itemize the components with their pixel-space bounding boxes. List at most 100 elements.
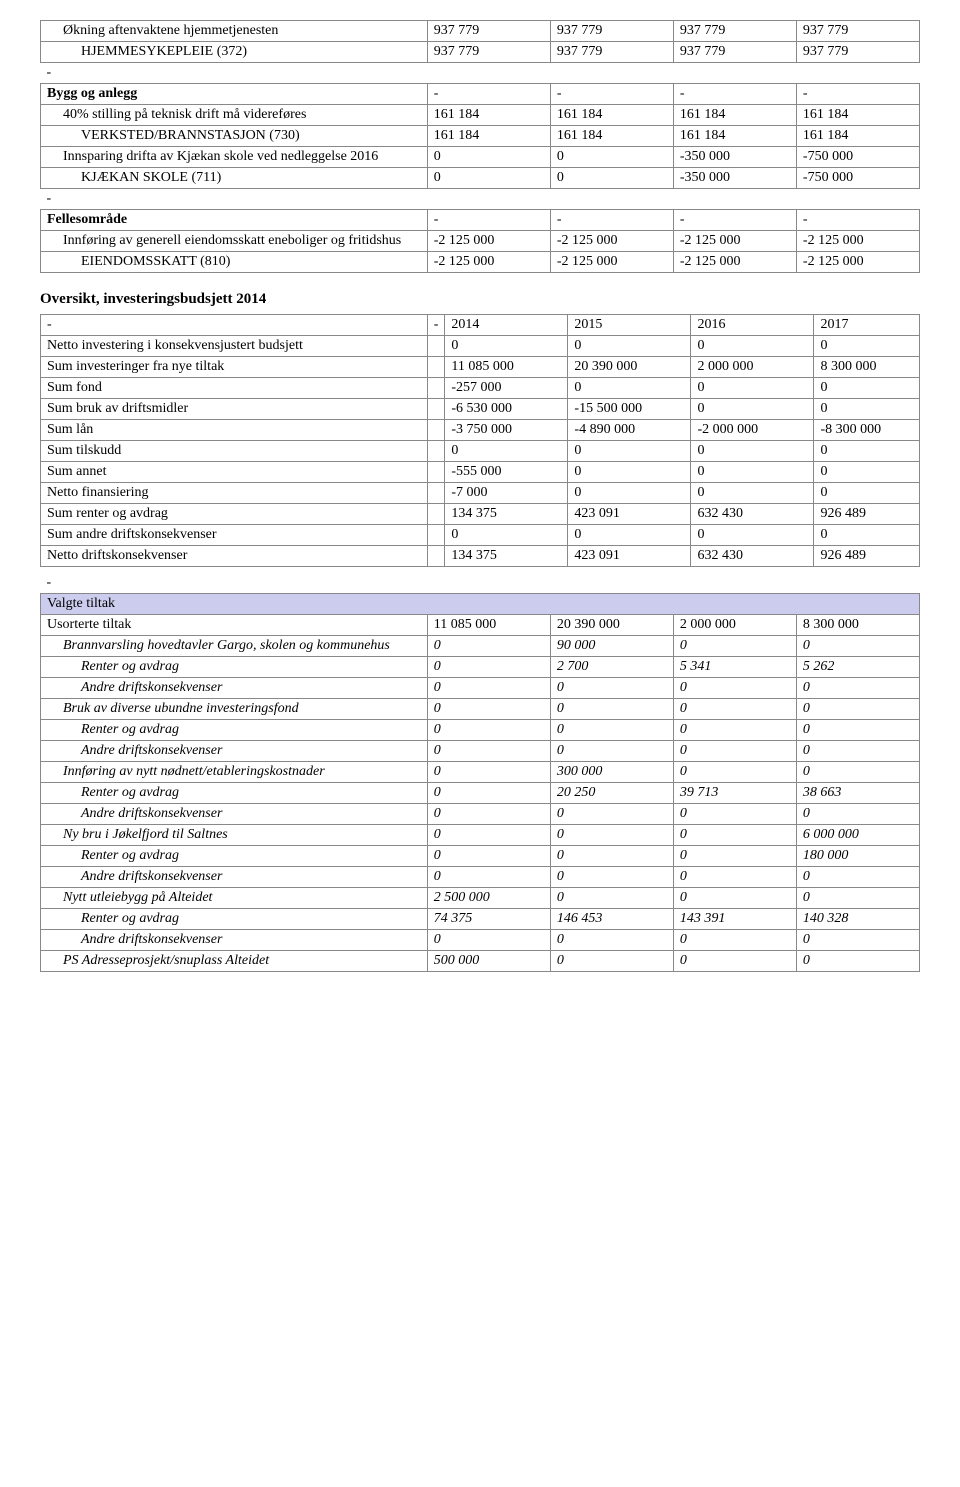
value-cell: - bbox=[550, 210, 673, 231]
value-cell: 0 bbox=[796, 762, 919, 783]
row-label: Andre driftskonsekvenser bbox=[41, 804, 428, 825]
value-cell: 2 000 000 bbox=[691, 357, 814, 378]
selected-measures-table: -Valgte tiltakUsorterte tiltak11 085 000… bbox=[40, 573, 920, 972]
value-cell: 90 000 bbox=[550, 636, 673, 657]
row-label: Renter og avdrag bbox=[41, 846, 428, 867]
gap-cell bbox=[427, 420, 445, 441]
table-row: Økning aftenvaktene hjemmetjenesten937 7… bbox=[41, 21, 920, 42]
value-cell: 161 184 bbox=[550, 105, 673, 126]
value-cell: 0 bbox=[814, 378, 920, 399]
value-cell: -2 125 000 bbox=[427, 252, 550, 273]
table-row: Sum investeringer fra nye tiltak 11 085 0… bbox=[41, 357, 920, 378]
value-cell: 0 bbox=[550, 804, 673, 825]
value-cell: 0 bbox=[445, 525, 568, 546]
value-cell: -4 890 000 bbox=[568, 420, 691, 441]
table-row: Bygg og anlegg---- bbox=[41, 84, 920, 105]
row-label: Innføring av nytt nødnett/etableringskos… bbox=[41, 762, 428, 783]
value-cell: 937 779 bbox=[550, 42, 673, 63]
value-cell: 161 184 bbox=[427, 126, 550, 147]
value-cell: 300 000 bbox=[550, 762, 673, 783]
value-cell: 0 bbox=[796, 720, 919, 741]
value-cell: 0 bbox=[550, 699, 673, 720]
value-cell: 11 085 000 bbox=[445, 357, 568, 378]
value-cell: 0 bbox=[814, 399, 920, 420]
row-label: Renter og avdrag bbox=[41, 657, 428, 678]
value-cell: 0 bbox=[673, 741, 796, 762]
value-cell: 0 bbox=[427, 168, 550, 189]
table-row: Renter og avdrag02 7005 3415 262 bbox=[41, 657, 920, 678]
value-cell: -2 125 000 bbox=[673, 252, 796, 273]
value-cell: 0 bbox=[550, 951, 673, 972]
value-cell: 0 bbox=[796, 741, 919, 762]
row-label: 40% stilling på teknisk drift må videref… bbox=[41, 105, 428, 126]
value-cell: 0 bbox=[796, 699, 919, 720]
value-cell: -15 500 000 bbox=[568, 399, 691, 420]
table-row: Sum fond-257 000000 bbox=[41, 378, 920, 399]
row-label: Sum investeringer fra nye tiltak bbox=[41, 357, 428, 378]
value-cell: 0 bbox=[550, 147, 673, 168]
gap-cell bbox=[427, 483, 445, 504]
table-row: Ny bru i Jøkelfjord til Saltnes0006 000 … bbox=[41, 825, 920, 846]
table-row: Usorterte tiltak11 085 00020 390 0002 00… bbox=[41, 615, 920, 636]
value-cell: 161 184 bbox=[550, 126, 673, 147]
value-cell: - bbox=[673, 84, 796, 105]
spacer-cell: - bbox=[41, 573, 920, 594]
gap-cell bbox=[427, 378, 445, 399]
value-cell: - bbox=[796, 210, 919, 231]
value-cell: 20 250 bbox=[550, 783, 673, 804]
row-label: Brannvarsling hovedtavler Gargo, skolen … bbox=[41, 636, 428, 657]
value-cell: 0 bbox=[427, 846, 550, 867]
value-cell: 0 bbox=[673, 888, 796, 909]
value-cell: 0 bbox=[673, 825, 796, 846]
value-cell: 0 bbox=[691, 483, 814, 504]
row-label: Sum annet bbox=[41, 462, 428, 483]
table-header-row: --2014201520162017 bbox=[41, 315, 920, 336]
table-row: - bbox=[41, 573, 920, 594]
value-cell: 143 391 bbox=[673, 909, 796, 930]
table-row: Fellesområde---- bbox=[41, 210, 920, 231]
value-cell: 0 bbox=[427, 147, 550, 168]
value-cell: 0 bbox=[550, 678, 673, 699]
table-row: Innføring av nytt nødnett/etableringskos… bbox=[41, 762, 920, 783]
row-label: Andre driftskonsekvenser bbox=[41, 930, 428, 951]
row-label: Sum tilskudd bbox=[41, 441, 428, 462]
value-cell: 2 000 000 bbox=[673, 615, 796, 636]
value-cell: -555 000 bbox=[445, 462, 568, 483]
row-label: KJÆKAN SKOLE (711) bbox=[41, 168, 428, 189]
table-row: Andre driftskonsekvenser0000 bbox=[41, 678, 920, 699]
row-label: VERKSTED/BRANNSTASJON (730) bbox=[41, 126, 428, 147]
value-cell: 500 000 bbox=[427, 951, 550, 972]
value-cell: 0 bbox=[673, 804, 796, 825]
row-label: Sum andre driftskonsekvenser bbox=[41, 525, 428, 546]
table-row: HJEMMESYKEPLEIE (372)937 779937 779937 7… bbox=[41, 42, 920, 63]
value-cell: 0 bbox=[796, 804, 919, 825]
table-row: Sum andre driftskonsekvenser0000 bbox=[41, 525, 920, 546]
value-cell: 937 779 bbox=[427, 21, 550, 42]
table-row: Innføring av generell eiendomsskatt eneb… bbox=[41, 231, 920, 252]
value-cell: 937 779 bbox=[796, 42, 919, 63]
gap-cell bbox=[427, 399, 445, 420]
row-label: Andre driftskonsekvenser bbox=[41, 741, 428, 762]
value-cell: 0 bbox=[427, 804, 550, 825]
gap-cell bbox=[427, 441, 445, 462]
value-cell: -750 000 bbox=[796, 147, 919, 168]
gap-cell bbox=[427, 546, 445, 567]
value-cell: 146 453 bbox=[550, 909, 673, 930]
value-cell: 161 184 bbox=[796, 105, 919, 126]
table-row: Andre driftskonsekvenser0000 bbox=[41, 804, 920, 825]
value-cell: 20 390 000 bbox=[550, 615, 673, 636]
row-label: Sum renter og avdrag bbox=[41, 504, 428, 525]
value-cell: 161 184 bbox=[427, 105, 550, 126]
value-cell: -2 125 000 bbox=[673, 231, 796, 252]
value-cell: 0 bbox=[568, 441, 691, 462]
row-label: EIENDOMSSKATT (810) bbox=[41, 252, 428, 273]
row-label: Sum bruk av driftsmidler bbox=[41, 399, 428, 420]
table-row: Nytt utleiebygg på Alteidet2 500 000000 bbox=[41, 888, 920, 909]
value-cell: 0 bbox=[673, 846, 796, 867]
value-cell: 0 bbox=[814, 525, 920, 546]
table-row: Netto driftskonsekvenser134 375423 09163… bbox=[41, 546, 920, 567]
value-cell: 0 bbox=[673, 678, 796, 699]
table-row: Andre driftskonsekvenser0000 bbox=[41, 867, 920, 888]
value-cell: 39 713 bbox=[673, 783, 796, 804]
value-cell: 423 091 bbox=[568, 504, 691, 525]
